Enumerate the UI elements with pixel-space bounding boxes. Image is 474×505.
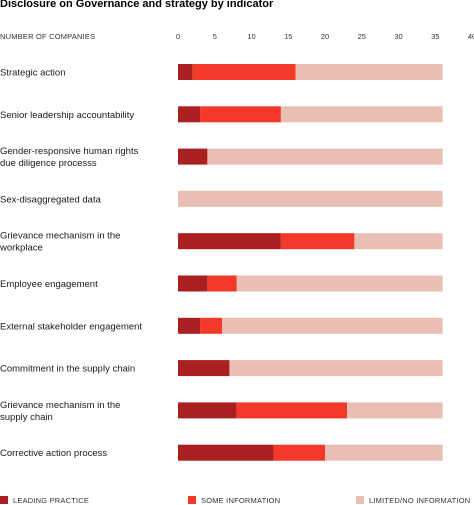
category-label: External stakeholder engagement: [0, 321, 142, 332]
bar-segment: [222, 317, 443, 334]
category-label: Grievance mechanism in the: [0, 400, 120, 411]
bar-segment: [229, 360, 443, 377]
category-label: Gender-responsive human rights: [0, 146, 139, 157]
category-label: Strategic action: [0, 68, 65, 79]
category-label: workplace: [0, 243, 43, 254]
category-label: Employee engagement: [0, 279, 98, 290]
bar-segment: [207, 275, 237, 292]
bar-segment: [178, 148, 208, 165]
x-tick-label: 35: [431, 32, 439, 41]
x-tick-label: 5: [213, 32, 217, 41]
category-label: Grievance mechanism in the: [0, 231, 120, 242]
x-tick-label: 30: [394, 32, 402, 41]
bar-segment: [280, 233, 355, 250]
bar-segment: [192, 64, 296, 80]
legend-swatch: [0, 496, 8, 504]
bar-segment: [178, 360, 230, 377]
category-label: due diligence processs: [0, 158, 97, 169]
bars: [178, 64, 443, 461]
bar-segment: [236, 275, 443, 292]
bar-segment: [178, 233, 281, 250]
bar-segment: [200, 317, 223, 334]
bar-segment: [178, 275, 208, 292]
chart-title: Disclosure on Governance and strategy by…: [0, 0, 274, 10]
legend-label: LEADING PRACTICE: [13, 496, 89, 505]
bar-segment: [178, 64, 193, 80]
bar-segment: [178, 402, 237, 419]
category-label: Corrective action process: [0, 448, 107, 459]
legend-label: LIMITED/NO INFORMATION: [369, 496, 470, 505]
legend-swatch: [188, 496, 196, 504]
bar-segment: [178, 444, 274, 461]
x-tick-label: 15: [284, 32, 292, 41]
bar-segment: [347, 402, 443, 419]
x-axis-label: NUMBER OF COMPANIES: [0, 32, 95, 41]
legend-swatch: [356, 496, 364, 504]
legend-label: SOME INFORMATION: [201, 496, 280, 505]
x-tick-label: 20: [321, 32, 329, 41]
bar-segment: [273, 444, 325, 461]
category-labels: Strategic action Senior leadership accoun…: [0, 68, 142, 460]
x-tick-label: 40: [468, 32, 474, 41]
bar-segment: [178, 106, 201, 123]
bar-segment: [295, 64, 443, 80]
x-tick-label: 25: [358, 32, 366, 41]
category-label: supply chain: [0, 412, 53, 423]
x-tick-label: 0: [176, 32, 180, 41]
bar-segment: [325, 444, 443, 461]
category-label: Senior leadership accountability: [0, 110, 134, 121]
bar-segment: [200, 106, 281, 123]
category-label: Commitment in the supply chain: [0, 364, 135, 375]
bar-segment: [354, 233, 443, 250]
bar-segment: [236, 402, 348, 419]
x-axis-ticks: 0 5 10 15 20 25 30 35 40: [176, 32, 474, 41]
bar-segment: [178, 317, 201, 334]
category-label: Sex-disaggregated data: [0, 194, 102, 205]
legend: LEADING PRACTICE SOME INFORMATION LIMITED/…: [0, 496, 470, 505]
bar-segment: [207, 148, 443, 165]
bar-segment: [280, 106, 443, 123]
x-tick-label: 10: [247, 32, 255, 41]
bar-segment: [178, 190, 443, 207]
